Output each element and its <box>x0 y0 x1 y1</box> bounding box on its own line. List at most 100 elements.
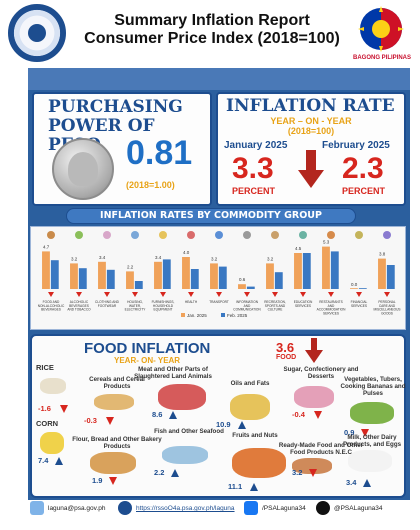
commodity-icon-7 <box>243 231 251 239</box>
footer-x-handle[interactable]: @PSALaguna34 <box>334 505 383 512</box>
value-label-1: 3.2 <box>71 256 78 261</box>
x-icon <box>316 501 330 515</box>
bar-jan-0 <box>42 251 50 289</box>
up-arrow-icon-7 <box>250 483 258 491</box>
commodity-icon-11 <box>355 231 363 239</box>
commodity-icon-8 <box>271 231 279 239</box>
footer <box>0 500 420 530</box>
up-arrow-icon-6 <box>238 421 246 429</box>
ppp-value: 0.81 <box>126 134 193 172</box>
down-arrow-icon-10 <box>361 429 369 437</box>
category-label-1: ALCOHOLIC BEVERAGES AND TOBACCO <box>67 300 91 312</box>
ir-subtitle-1: YEAR – ON - YEAR <box>270 116 352 126</box>
food-item-label-11: Milk, Other Dairy Products, and Eggs <box>342 434 402 448</box>
trend-arrow-8 <box>272 292 278 297</box>
bar-jan-6 <box>210 263 218 289</box>
food-item-label-8: Sugar, Confectionery and Desserts <box>283 366 359 380</box>
category-label-7: INFORMATION AND COMMUNICATION <box>233 300 261 312</box>
bar-feb-6 <box>218 266 227 289</box>
commodity-section-title: INFLATION RATES BY COMMODITY GROUP <box>66 208 356 224</box>
down-arrow-icon-8 <box>314 411 322 419</box>
bar-feb-7 <box>246 286 255 289</box>
food-headline-value: 3.6 <box>276 340 295 355</box>
trend-arrow-5 <box>188 292 194 297</box>
commodity-icon-0 <box>47 231 55 239</box>
inflation-rate-panel: INFLATION RATE YEAR – ON - YEAR (2018=10… <box>216 92 406 206</box>
legend-swatch-1 <box>221 313 225 317</box>
food-item-image-7 <box>232 448 286 478</box>
food-item-label-6: Oils and Fats <box>230 380 270 387</box>
food-item-label-2: Cereals and Cereal Products <box>89 376 145 390</box>
trend-arrow-3 <box>132 292 138 297</box>
trend-arrow-9 <box>300 292 306 297</box>
facebook-icon <box>244 501 258 515</box>
trend-arrow-2 <box>104 292 110 297</box>
footer-website[interactable]: https://rssoO4a.psa.gov.ph/laguna <box>136 505 235 512</box>
email-icon <box>30 501 44 515</box>
bar-jan-3 <box>126 271 134 289</box>
food-item-label-1: CORN <box>36 419 59 428</box>
food-item-image-10 <box>350 402 394 424</box>
food-item-value-1: 7.4 <box>38 456 49 465</box>
bar-jan-8 <box>266 263 274 289</box>
footer-email[interactable]: laguna@psa.gov.ph <box>48 505 106 512</box>
commodity-icon-6 <box>215 231 223 239</box>
bar-feb-3 <box>134 281 143 289</box>
bar-feb-0 <box>50 260 59 289</box>
ir-month-1: January 2025 <box>224 140 288 151</box>
bar-feb-4 <box>162 259 171 289</box>
food-item-image-8 <box>294 386 334 408</box>
food-item-value-0: -1.6 <box>38 404 51 413</box>
commodity-icon-5 <box>187 231 195 239</box>
bar-jan-5 <box>182 257 190 289</box>
value-label-6: 3.2 <box>211 256 218 261</box>
trend-arrow-6 <box>216 292 222 297</box>
bagong-pilipinas-text: BAGONG PILIPINAS <box>352 55 411 61</box>
ppp-title-line-1: PURCHASING <box>48 97 183 117</box>
category-label-12: PERSONAL CARE AND MISCELLANEOUS GOODS <box>373 300 400 315</box>
bagong-pilipinas-logo <box>358 6 404 52</box>
up-arrow-icon-4 <box>169 411 177 419</box>
ir-value-2: 2.3 <box>342 152 384 185</box>
food-item-image-2 <box>94 394 134 410</box>
food-item-value-4: 8.6 <box>152 410 163 419</box>
food-item-image-1 <box>40 432 64 454</box>
psa-seal-logo <box>8 4 66 62</box>
commodity-chart-panel: 4.7 FOOD AND NON-ALCOHOLIC BEVERAGES 3.2 ALCO… <box>30 226 406 330</box>
peso-coin-icon <box>52 138 114 200</box>
food-item-value-6: 10.9 <box>216 420 231 429</box>
bar-jan-12 <box>378 258 386 289</box>
legend-swatch-0 <box>181 313 185 317</box>
food-item-value-8: -0.4 <box>292 410 305 419</box>
category-label-4: FURNISHINGS, HOUSEHOLD EQUIPMENT <box>152 300 175 312</box>
food-item-image-11 <box>348 450 392 472</box>
footer-facebook[interactable]: /PSALaguna34 <box>262 505 306 512</box>
trend-arrow-11 <box>356 292 362 297</box>
value-label-5: 4.0 <box>183 250 190 255</box>
commodity-icon-3 <box>131 231 139 239</box>
commodity-icon-12 <box>383 231 391 239</box>
value-label-11: 0.0 <box>351 282 358 287</box>
trend-arrow-1 <box>76 292 82 297</box>
bar-feb-12 <box>386 265 395 289</box>
food-item-image-9 <box>292 458 332 474</box>
value-label-7: 0.6 <box>239 277 246 282</box>
header: Summary Inflation Report Consumer Price … <box>0 0 420 66</box>
bar-feb-1 <box>78 268 87 289</box>
ir-value-1: 3.3 <box>232 152 274 185</box>
legend-label-0: Jan. 2025 <box>187 313 207 318</box>
top-band <box>28 68 410 90</box>
title-line-2: Consumer Price Index (2018=100) <box>84 30 340 47</box>
purchasing-power-panel: PURCHASING POWER OF PESO 0.81 (2018=1.00… <box>32 92 212 206</box>
bar-feb-8 <box>274 272 283 289</box>
bar-jan-10 <box>322 246 330 289</box>
value-label-9: 4.5 <box>295 246 302 251</box>
category-label-8: RECREATION, SPORTS AND CULTURE <box>264 300 286 312</box>
food-item-value-3: 1.9 <box>92 476 103 485</box>
up-arrow-icon-5 <box>171 469 179 477</box>
bar-jan-11 <box>350 288 358 289</box>
category-label-10: RESTAURANTS AND ACCOMMODATION SERVICES <box>317 300 347 315</box>
value-label-12: 3.8 <box>379 252 386 257</box>
value-label-0: 4.7 <box>43 244 50 249</box>
